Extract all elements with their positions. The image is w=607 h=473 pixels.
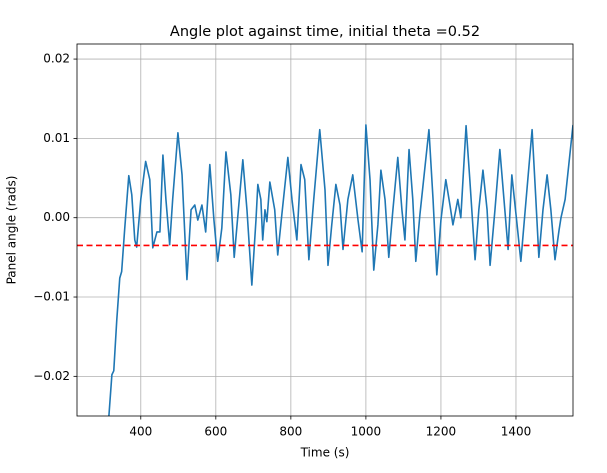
y-tick-label: −0.02 [33, 369, 70, 383]
plot-area [77, 124, 573, 416]
y-tick-label: 0.01 [43, 131, 70, 145]
x-tick-label: 1000 [351, 425, 382, 439]
x-tick-label: 600 [204, 425, 227, 439]
y-tick-label: 0.02 [43, 52, 70, 66]
x-tick-label: 1200 [426, 425, 457, 439]
y-tick-label: 0.00 [43, 210, 70, 224]
axes-frame [76, 43, 574, 417]
data-line [108, 124, 573, 416]
x-tick-label: 1400 [501, 425, 532, 439]
y-axis-label: Panel angle (rads) [5, 176, 19, 285]
x-tick-label: 800 [279, 425, 302, 439]
chart-title: Angle plot against time, initial theta =… [170, 24, 480, 40]
x-axis-label: Time (s) [300, 446, 350, 460]
y-tick-label: −0.01 [33, 290, 70, 304]
x-tick-label: 400 [129, 425, 152, 439]
